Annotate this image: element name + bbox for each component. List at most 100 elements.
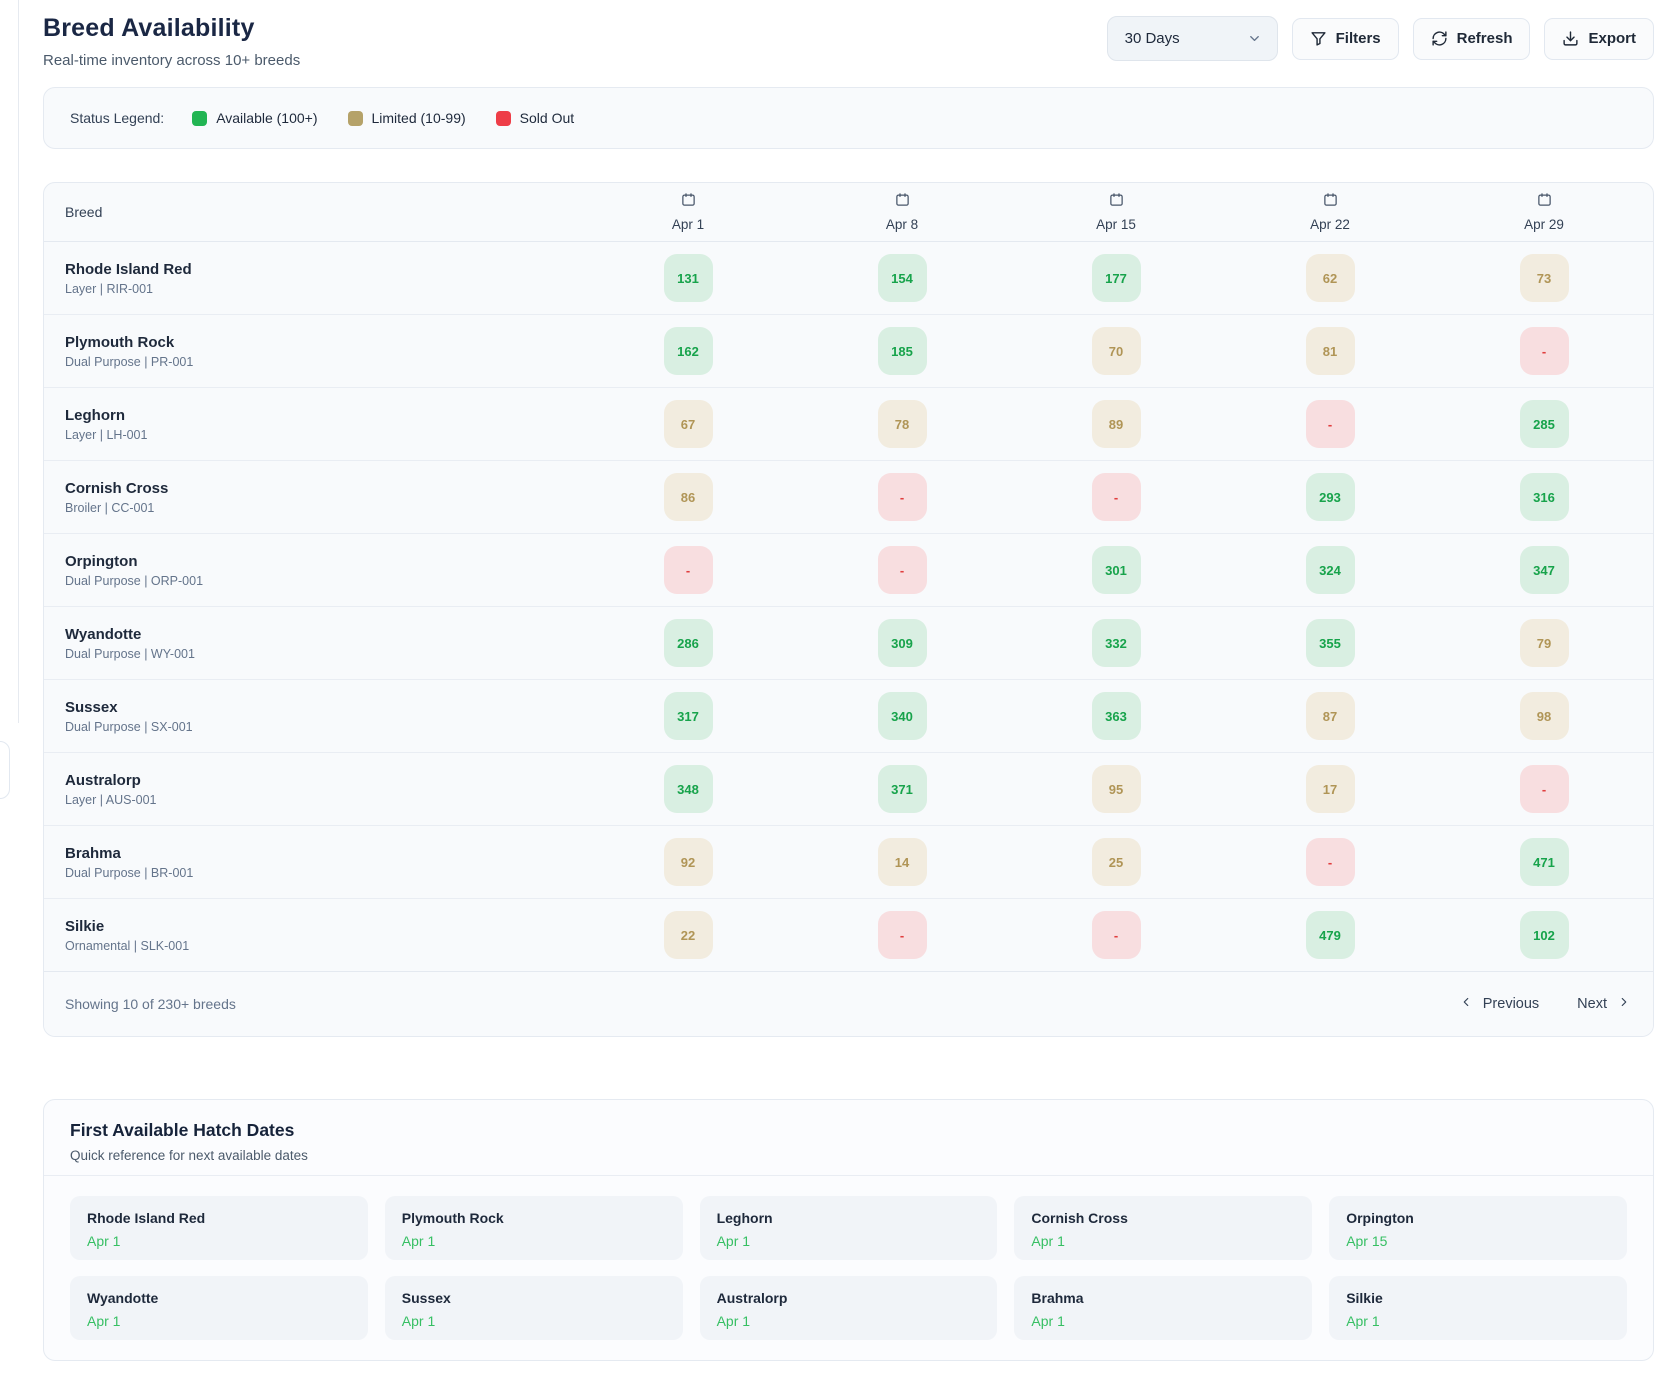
availability-badge-available[interactable]: 162 [664,327,713,375]
availability-badge-available[interactable]: 286 [664,619,713,667]
availability-badge-limited[interactable]: 62 [1306,254,1355,302]
table-row: BrahmaDual Purpose | BR-001 92 14 25 - 471 [44,826,1653,899]
availability-badge-available[interactable]: 154 [878,254,927,302]
availability-cell: 14 [795,838,1009,886]
table-row: SussexDual Purpose | SX-0013173403638798 [44,680,1653,753]
availability-badge-available[interactable]: 177 [1092,254,1141,302]
legend-item-label: Limited (10-99) [372,110,466,126]
availability-cell: 332 [1009,619,1223,667]
breed-cell: Cornish CrossBroiler | CC-001 [44,480,581,515]
availability-badge-limited[interactable]: 78 [878,400,927,448]
availability-badge-soldout[interactable]: - [1520,765,1569,813]
availability-badge-available[interactable]: 340 [878,692,927,740]
availability-badge-soldout[interactable]: - [878,473,927,521]
availability-badge-available[interactable]: 355 [1306,619,1355,667]
availability-badge-soldout[interactable]: - [1092,473,1141,521]
availability-badge-available[interactable]: 285 [1520,400,1569,448]
availability-badge-limited[interactable]: 81 [1306,327,1355,375]
availability-badge-available[interactable]: 317 [664,692,713,740]
availability-badge-available[interactable]: 324 [1306,546,1355,594]
availability-badge-limited[interactable]: 14 [878,838,927,886]
date-column-header: Apr 29 [1437,192,1651,232]
availability-badge-limited[interactable]: 22 [664,911,713,959]
hatch-date-card[interactable]: Cornish CrossApr 1 [1014,1196,1312,1260]
availability-badge-available[interactable]: 363 [1092,692,1141,740]
refresh-button[interactable]: Refresh [1413,18,1531,60]
availability-badge-soldout[interactable]: - [1306,400,1355,448]
hatch-card-date: Apr 1 [402,1313,666,1329]
availability-badge-limited[interactable]: 95 [1092,765,1141,813]
availability-badge-soldout[interactable]: - [878,911,927,959]
availability-badge-available[interactable]: 131 [664,254,713,302]
filters-button[interactable]: Filters [1292,18,1399,60]
hatch-card-date: Apr 1 [1031,1313,1295,1329]
availability-cell: 316 [1437,473,1651,521]
breed-name: Rhode Island Red [65,261,581,278]
hatch-date-card[interactable]: AustralorpApr 1 [700,1276,998,1340]
breed-cell: BrahmaDual Purpose | BR-001 [44,845,581,880]
availability-badge-available[interactable]: 309 [878,619,927,667]
availability-badge-available[interactable]: 102 [1520,911,1569,959]
availability-badge-available[interactable]: 316 [1520,473,1569,521]
availability-badge-available[interactable]: 348 [664,765,713,813]
availability-badge-available[interactable]: 471 [1520,838,1569,886]
availability-cell: 25 [1009,838,1223,886]
availability-badge-soldout[interactable]: - [1306,838,1355,886]
hatch-date-card[interactable]: Rhode Island RedApr 1 [70,1196,368,1260]
date-column-label: Apr 22 [1310,217,1350,232]
availability-badge-available[interactable]: 347 [1520,546,1569,594]
availability-cell: 347 [1437,546,1651,594]
filter-icon [1310,30,1327,47]
hatch-date-card[interactable]: OrpingtonApr 15 [1329,1196,1627,1260]
hatch-date-card[interactable]: SussexApr 1 [385,1276,683,1340]
availability-badge-limited[interactable]: 73 [1520,254,1569,302]
availability-cell: - [795,911,1009,959]
availability-badge-soldout[interactable]: - [1092,911,1141,959]
availability-badge-available[interactable]: 301 [1092,546,1141,594]
hatch-date-card[interactable]: BrahmaApr 1 [1014,1276,1312,1340]
hatch-date-card[interactable]: WyandotteApr 1 [70,1276,368,1340]
export-label: Export [1588,30,1636,47]
availability-badge-limited[interactable]: 89 [1092,400,1141,448]
table-row: Rhode Island RedLayer | RIR-001131154177… [44,242,1653,315]
availability-cell: - [1223,838,1437,886]
hatch-dates-subtitle: Quick reference for next available dates [70,1148,1627,1163]
availability-badge-limited[interactable]: 87 [1306,692,1355,740]
availability-badge-available[interactable]: 332 [1092,619,1141,667]
availability-badge-soldout[interactable]: - [878,546,927,594]
availability-cell: - [1223,400,1437,448]
breed-column-header: Breed [44,204,581,220]
availability-badge-limited[interactable]: 92 [664,838,713,886]
availability-badge-limited[interactable]: 86 [664,473,713,521]
breed-meta: Dual Purpose | ORP-001 [65,574,581,588]
hatch-date-card[interactable]: LeghornApr 1 [700,1196,998,1260]
availability-cell: - [795,473,1009,521]
availability-badge-available[interactable]: 185 [878,327,927,375]
availability-badge-limited[interactable]: 70 [1092,327,1141,375]
date-column-label: Apr 8 [886,217,918,232]
availability-badge-soldout[interactable]: - [664,546,713,594]
main-content: Breed Availability Real-time inventory a… [43,0,1654,1361]
export-button[interactable]: Export [1544,18,1654,60]
availability-cell: - [1009,473,1223,521]
availability-cell: 22 [581,911,795,959]
breed-meta: Dual Purpose | BR-001 [65,866,581,880]
availability-badge-limited[interactable]: 98 [1520,692,1569,740]
legend-swatch-available [192,111,207,126]
availability-badge-limited[interactable]: 79 [1520,619,1569,667]
hatch-date-card[interactable]: SilkieApr 1 [1329,1276,1627,1340]
availability-badge-limited[interactable]: 67 [664,400,713,448]
availability-badge-available[interactable]: 479 [1306,911,1355,959]
legend-label: Status Legend: [70,110,164,126]
availability-badge-limited[interactable]: 25 [1092,838,1141,886]
date-range-select[interactable]: 30 Days [1107,16,1278,61]
previous-button[interactable]: Previous [1459,995,1539,1013]
availability-badge-available[interactable]: 293 [1306,473,1355,521]
availability-badge-limited[interactable]: 17 [1306,765,1355,813]
availability-badge-soldout[interactable]: - [1520,327,1569,375]
availability-badge-available[interactable]: 371 [878,765,927,813]
availability-cell: 471 [1437,838,1651,886]
hatch-date-card[interactable]: Plymouth RockApr 1 [385,1196,683,1260]
header-controls: 30 Days Filters Refresh [1107,16,1654,61]
next-button[interactable]: Next [1577,995,1631,1013]
